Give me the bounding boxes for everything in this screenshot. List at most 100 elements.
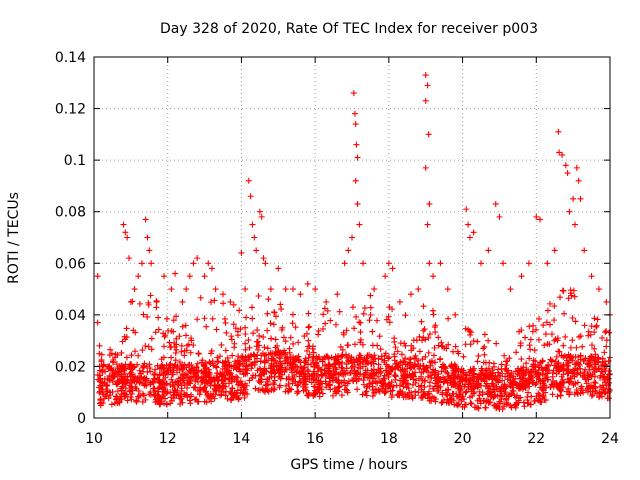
band-point (215, 358, 222, 365)
band-point (123, 325, 130, 332)
band-point (118, 396, 125, 403)
band-point (99, 378, 106, 385)
band-point (351, 325, 358, 332)
band-point (264, 327, 271, 334)
band-point (104, 375, 111, 382)
band-point (571, 293, 578, 300)
band-point (146, 361, 153, 368)
x-tick-label: 20 (454, 431, 472, 447)
data-point (425, 131, 432, 138)
band-point (445, 386, 452, 393)
band-point (375, 355, 382, 362)
band-point (470, 378, 477, 385)
band-point (268, 365, 275, 372)
data-point (556, 149, 563, 156)
x-tick-label: 22 (527, 431, 545, 447)
band-point (524, 393, 531, 400)
band-point (274, 342, 281, 349)
data-point (251, 234, 258, 241)
band-point (461, 404, 468, 411)
band-point (331, 356, 338, 363)
band-point (256, 342, 263, 349)
band-point (261, 371, 268, 378)
band-point (531, 398, 538, 405)
band-point (236, 307, 243, 314)
data-point (144, 234, 151, 241)
band-point (560, 366, 567, 373)
data-point (571, 221, 578, 228)
band-point (468, 400, 475, 407)
data-point (208, 265, 215, 272)
band-point (392, 372, 399, 379)
band-point (128, 396, 135, 403)
band-point (277, 375, 284, 382)
band-point (222, 392, 229, 399)
band-point (374, 342, 381, 349)
band-point (569, 370, 576, 377)
band-point (551, 362, 558, 369)
band-point (271, 381, 278, 388)
band-point (543, 374, 550, 381)
band-point (332, 321, 339, 328)
band-point (460, 371, 467, 378)
band-point (367, 292, 374, 299)
band-point (575, 354, 582, 361)
band-point (382, 367, 389, 374)
band-point (176, 333, 183, 340)
band-point (549, 391, 556, 398)
band-point (445, 341, 452, 348)
band-point (131, 348, 138, 355)
band-point (496, 372, 503, 379)
band-point (493, 340, 500, 347)
data-point (466, 234, 473, 241)
band-point (394, 348, 401, 355)
band-point (467, 331, 474, 338)
band-point (209, 315, 216, 322)
band-point (240, 366, 247, 373)
band-point (415, 383, 422, 390)
band-point (485, 400, 492, 407)
band-point (457, 368, 464, 375)
band-point (281, 369, 288, 376)
band-point (572, 318, 579, 325)
band-point (369, 393, 376, 400)
data-point (102, 368, 109, 375)
band-point (338, 353, 345, 360)
band-point (286, 360, 293, 367)
band-point (371, 352, 378, 359)
band-point (527, 375, 534, 382)
band-point (501, 352, 508, 359)
band-point (573, 344, 580, 351)
band-point (556, 348, 563, 355)
band-point (369, 386, 376, 393)
band-point (603, 337, 610, 344)
band-point (542, 331, 549, 338)
band-point (155, 326, 162, 333)
data-point (282, 286, 289, 293)
band-point (527, 346, 534, 353)
band-point (362, 389, 369, 396)
band-point (408, 389, 415, 396)
band-point (181, 382, 188, 389)
band-point (443, 345, 450, 352)
band-point (230, 321, 237, 328)
band-point (551, 303, 558, 310)
band-point (505, 400, 512, 407)
band-point (482, 404, 489, 411)
band-point (343, 365, 350, 372)
band-point (139, 347, 146, 354)
band-point (126, 364, 133, 371)
band-point (249, 304, 256, 311)
band-point (438, 339, 445, 346)
band-point (163, 390, 170, 397)
band-point (160, 372, 167, 379)
band-point (385, 355, 392, 362)
band-point (400, 379, 407, 386)
data-point (518, 273, 525, 280)
band-point (135, 352, 142, 359)
band-point (429, 393, 436, 400)
band-point (325, 370, 332, 377)
band-point (377, 346, 384, 353)
band-point (235, 394, 242, 401)
band-point (202, 373, 209, 380)
